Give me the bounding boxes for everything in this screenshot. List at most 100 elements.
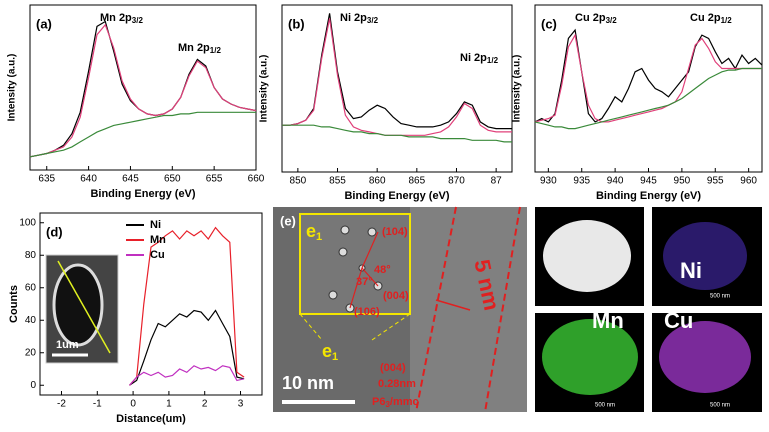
y-axis-label: Intensity (a.u.): [7, 54, 18, 122]
scale-bar-label: 500 nm: [595, 403, 615, 409]
cu-map: [659, 321, 751, 393]
angle-label: 48°: [374, 264, 391, 276]
x-tick-label: 650: [164, 174, 181, 185]
x-tick-label: 87: [491, 176, 503, 187]
series-line: [534, 28, 763, 123]
y-axis-label: Intensity (a.u.): [259, 55, 270, 123]
peak-label-text: Ni 2p: [340, 12, 367, 24]
peak-label: Mn 2p1/2: [178, 42, 221, 55]
legend-label: Ni: [150, 219, 161, 231]
y-tick-label: 80: [25, 250, 37, 261]
haadf-image: [543, 220, 631, 292]
x-tick-label: 860: [369, 176, 386, 187]
peak-label-sub: 1/2: [210, 46, 222, 55]
series-line: [282, 13, 512, 130]
plane-label: (004): [383, 290, 409, 302]
x-tick-label: 930: [540, 176, 557, 187]
scan-line: [57, 260, 111, 354]
scale-bar-label: 500 nm: [710, 294, 730, 300]
peak-label-text: Ni 2p: [460, 52, 487, 64]
x-tick-label: -1: [93, 399, 102, 410]
peak-label-text: Cu 2p: [690, 12, 721, 24]
plane-label: (104): [382, 226, 408, 238]
x-axis-label: Binding Energy (eV): [90, 188, 195, 200]
y-tick-label: 0: [30, 380, 36, 391]
legend-label: Cu: [150, 249, 165, 261]
x-tick-label: 870: [448, 176, 465, 187]
peak-label-sub: 1/2: [721, 16, 733, 25]
x-tick-label: 3: [238, 399, 244, 410]
peak-label: Mn 2p3/2: [100, 12, 143, 25]
series-line: [534, 33, 762, 123]
diffraction-spots: [328, 225, 383, 313]
x-axis-label: Distance(um): [116, 413, 186, 425]
edge-line: [484, 206, 521, 413]
peak-label-sub: 1/2: [487, 56, 499, 65]
x-tick-label: 0: [130, 399, 136, 410]
angle-label: 37°: [356, 276, 373, 288]
mn-map: [542, 319, 638, 395]
y-tick-label: 100: [19, 217, 36, 228]
x-tick-label: 850: [290, 176, 307, 187]
x-tick-label: 635: [38, 174, 55, 185]
x-tick-label: 645: [122, 174, 139, 185]
divider: [535, 306, 762, 313]
x-tick-label: 945: [640, 176, 657, 187]
legend-label: Mn: [150, 234, 166, 246]
y-axis-label: Counts: [8, 285, 20, 323]
x-tick-label: -2: [57, 399, 66, 410]
panel-label: (c): [541, 16, 557, 31]
y-tick-label: 20: [25, 347, 37, 358]
spacing-label: 0.28nm: [378, 378, 416, 390]
angle-lines: [349, 231, 379, 309]
peak-label-text: Mn 2p: [100, 12, 132, 24]
series-line: [129, 309, 245, 386]
peak-label: Ni 2p3/2: [340, 12, 379, 25]
series-line: [29, 20, 257, 158]
series-line: [129, 226, 245, 386]
edge-line: [415, 206, 457, 413]
sem-particle: [52, 263, 104, 347]
x-tick-label: 640: [80, 174, 97, 185]
x-axis-label: Binding Energy (eV): [596, 190, 701, 202]
peak-label-sub: 3/2: [132, 16, 144, 25]
y-tick-label: 60: [25, 282, 37, 293]
map-label: Mn: [592, 308, 624, 333]
peak-label-text: Cu 2p: [575, 12, 606, 24]
panel-f: (f) Ni Mn Cu 500 nm 500 nm 500 nm: [535, 207, 762, 412]
y-axis-label: Intensity (a.u.): [512, 55, 523, 123]
inset-label: e1: [322, 341, 338, 363]
y-tick-label: 40: [25, 315, 37, 326]
x-tick-label: 660: [248, 174, 265, 185]
plot-frame: [534, 4, 763, 173]
scale-bar-label: 1um: [56, 339, 79, 351]
panel-label: (e): [280, 213, 296, 228]
x-axis-label: Binding Energy (eV): [344, 190, 449, 202]
panel-label: (b): [288, 16, 305, 31]
plot-frame: [29, 4, 257, 171]
x-tick-label: 655: [206, 174, 223, 185]
map-label: Cu: [664, 308, 693, 333]
series-line: [534, 67, 762, 130]
thickness-arrow: [435, 299, 471, 311]
plane-label: (106): [354, 306, 380, 318]
panel-label: (f): [542, 211, 555, 226]
x-tick-label: 950: [674, 176, 691, 187]
inset-box: [299, 213, 411, 315]
peak-label: Cu 2p1/2: [690, 12, 732, 25]
ni-map: [663, 222, 747, 290]
map-label: Ni: [680, 258, 702, 283]
series-line: [29, 111, 256, 158]
inset-label: e1: [306, 221, 322, 243]
x-tick-label: 2: [202, 399, 208, 410]
panel-e: (e) e1 (104) 48° 37° (004) (106) e1 (004…: [273, 206, 527, 413]
peak-label-sub: 3/2: [367, 16, 379, 25]
series-line: [29, 23, 257, 158]
plot-frame: [39, 212, 263, 396]
peak-label: Cu 2p3/2: [575, 12, 617, 25]
scale-bar-label: 10 nm: [282, 373, 334, 393]
peak-label: Ni 2p1/2: [460, 52, 499, 65]
x-tick-label: 935: [573, 176, 590, 187]
inset-pointer: [299, 313, 323, 341]
